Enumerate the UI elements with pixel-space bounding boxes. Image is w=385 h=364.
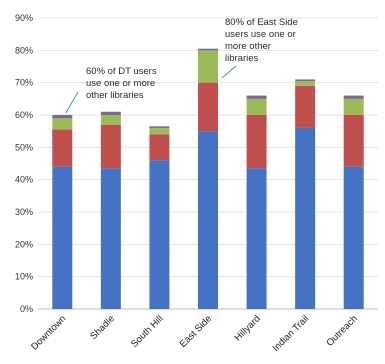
bar-segment (295, 81, 316, 86)
bar-segment (52, 129, 73, 167)
y-tick-label: 40% (15, 175, 33, 185)
annotation-text: 80% of East Side (225, 17, 298, 28)
bar-segment (246, 95, 267, 99)
bar-segment (295, 85, 316, 128)
bar-segment (149, 126, 170, 128)
y-tick-label: 70% (15, 78, 33, 88)
bar-segment (343, 98, 364, 115)
y-tick-label: 10% (15, 272, 33, 282)
annotation-text: libraries (225, 53, 259, 64)
y-tick-label: 0% (20, 304, 33, 314)
bar-segment (343, 166, 364, 309)
bar-segment (149, 160, 170, 309)
annotation-text: other libraries (86, 90, 144, 101)
y-tick-label: 20% (15, 239, 33, 249)
bar-segment (149, 134, 170, 161)
x-tick-label: Outreach (324, 313, 359, 348)
bar-segment (52, 166, 73, 309)
bar-segment (149, 127, 170, 135)
annotation-text: more other (225, 41, 271, 52)
bar-segment (198, 131, 218, 309)
annotation-text: use one or more (86, 78, 155, 89)
bar-segment (100, 111, 121, 115)
bar-segment (100, 124, 121, 169)
annotation-text: users use one or (225, 29, 296, 40)
x-tick-label: East Side (178, 313, 215, 350)
bar-segment (246, 115, 267, 169)
bar-segment (52, 118, 73, 130)
y-tick-label: 50% (15, 142, 33, 152)
y-tick-label: 30% (15, 207, 33, 217)
bar-segment (295, 127, 316, 309)
bar-segment (295, 79, 316, 82)
x-tick-label: South Hill (129, 313, 166, 350)
bar-segment (198, 50, 218, 83)
y-tick-label: 60% (15, 110, 33, 120)
bar-segment (343, 115, 364, 167)
y-tick-label: 90% (15, 13, 33, 23)
bar-segment (100, 115, 121, 125)
bar-segment (246, 168, 267, 309)
x-tick-label: Shadle (88, 313, 117, 342)
annotation-text: 60% of DT users (86, 66, 157, 77)
bar-segment (100, 168, 121, 309)
x-tick-label: Downtown (29, 313, 68, 352)
annotation-leader (221, 65, 237, 79)
bar-segment (198, 82, 218, 132)
x-tick-label: Indian Trail (271, 313, 312, 354)
x-tick-label: Hillyard (233, 313, 263, 343)
bar-segment (246, 98, 267, 115)
bar-segment (198, 48, 218, 51)
y-tick-label: 80% (15, 45, 33, 55)
bar-segment (343, 95, 364, 99)
bar-segment (52, 115, 73, 119)
annotation-leader (65, 91, 79, 114)
